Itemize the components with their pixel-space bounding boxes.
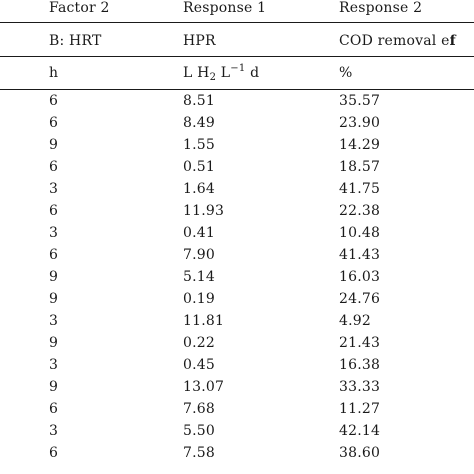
cell-cod: 35.57 (339, 93, 381, 109)
cell-hpr: 8.49 (183, 115, 215, 131)
cell-cod: 18.57 (339, 159, 381, 175)
table-row: 9 13.07 33.33 (0, 376, 474, 398)
cell-hrt: 6 (49, 93, 59, 109)
table-row: 6 11.93 22.38 (0, 200, 474, 222)
cell-cod: 41.75 (339, 181, 381, 197)
table-row: 6 7.68 11.27 (0, 398, 474, 420)
cell-hpr: 13.07 (183, 379, 225, 395)
cell-hpr: 1.64 (183, 181, 215, 197)
header-rule-middle (0, 56, 474, 57)
header-rule-top (0, 22, 474, 23)
cell-hrt: 6 (49, 445, 59, 461)
table-row: 6 8.49 23.90 (0, 112, 474, 134)
cell-hpr: 7.58 (183, 445, 215, 461)
cell-hrt: 9 (49, 379, 59, 395)
cell-hpr: 5.14 (183, 269, 215, 285)
cell-hpr: 0.22 (183, 335, 215, 351)
cell-cod: 41.43 (339, 247, 381, 263)
subheader-hrt: B: HRT (49, 33, 102, 49)
cell-hrt: 6 (49, 401, 59, 417)
cell-hrt: 9 (49, 291, 59, 307)
unit-hours: h (49, 65, 59, 81)
cell-hpr: 11.81 (183, 313, 225, 329)
unit-percent: % (339, 65, 353, 81)
table-subheader-row: B: HRT HPR COD removal ef (0, 30, 474, 52)
subheader-hpr: HPR (183, 33, 216, 49)
cell-hrt: 6 (49, 159, 59, 175)
cell-cod: 33.33 (339, 379, 381, 395)
table-units-row: h L H2 L−1 d % (0, 62, 474, 84)
subheader-cod: COD removal ef (339, 30, 456, 52)
cell-hpr: 0.45 (183, 357, 215, 373)
cell-hrt: 3 (49, 423, 59, 439)
cell-cod: 42.14 (339, 423, 381, 439)
cell-hpr: 5.50 (183, 423, 215, 439)
cell-hpr: 7.68 (183, 401, 215, 417)
table-row: 9 5.14 16.03 (0, 266, 474, 288)
unit-hpr: L H2 L−1 d (183, 62, 259, 84)
cell-hrt: 9 (49, 269, 59, 285)
cell-cod: 16.38 (339, 357, 381, 373)
table-row: 9 0.22 21.43 (0, 332, 474, 354)
cell-hrt: 6 (49, 203, 59, 219)
unit-hpr-sub: 2 (209, 72, 217, 83)
table-row: 3 5.50 42.14 (0, 420, 474, 442)
table-row: 3 0.45 16.38 (0, 354, 474, 376)
cell-cod: 21.43 (339, 335, 381, 351)
cell-hpr: 0.19 (183, 291, 215, 307)
cell-hrt: 3 (49, 225, 59, 241)
cell-cod: 16.03 (339, 269, 381, 285)
cell-cod: 38.60 (339, 445, 381, 461)
cell-cod: 23.90 (339, 115, 381, 131)
cell-hrt: 6 (49, 247, 59, 263)
header-response-2: Response 2 (339, 0, 423, 16)
cell-hpr: 7.90 (183, 247, 215, 263)
cell-hpr: 1.55 (183, 137, 215, 153)
cell-hpr: 8.51 (183, 93, 215, 109)
subheader-cod-trunc: f (449, 33, 456, 49)
cell-hrt: 3 (49, 181, 59, 197)
cell-hrt: 9 (49, 137, 59, 153)
table-row: 3 0.41 10.48 (0, 222, 474, 244)
cell-hpr: 11.93 (183, 203, 225, 219)
table-row: 6 7.58 38.60 (0, 442, 474, 464)
unit-hpr-mid: L (216, 65, 231, 81)
header-factor-2: Factor 2 (49, 0, 110, 16)
table-row: 6 7.90 41.43 (0, 244, 474, 266)
table-row: 3 11.81 4.92 (0, 310, 474, 332)
cell-hrt: 3 (49, 313, 59, 329)
header-response-1: Response 1 (183, 0, 267, 16)
cell-hpr: 0.51 (183, 159, 215, 175)
unit-hpr-L: L H (183, 65, 210, 81)
table-row: 9 1.55 14.29 (0, 134, 474, 156)
cell-hrt: 3 (49, 357, 59, 373)
cell-hrt: 6 (49, 115, 59, 131)
header-rule-bottom (0, 89, 474, 90)
cell-cod: 10.48 (339, 225, 381, 241)
table-row: 9 0.19 24.76 (0, 288, 474, 310)
cell-cod: 24.76 (339, 291, 381, 307)
subheader-cod-main: COD removal e (339, 33, 450, 49)
cell-cod: 14.29 (339, 137, 381, 153)
cell-cod: 22.38 (339, 203, 381, 219)
cell-hrt: 9 (49, 335, 59, 351)
table-row: 6 0.51 18.57 (0, 156, 474, 178)
cell-cod: 11.27 (339, 401, 381, 417)
cell-hpr: 0.41 (183, 225, 215, 241)
unit-hpr-d: d (245, 65, 260, 81)
unit-hpr-sup: −1 (230, 63, 246, 74)
table-row: 3 1.64 41.75 (0, 178, 474, 200)
cell-cod: 4.92 (339, 313, 371, 329)
table-row: 6 8.51 35.57 (0, 90, 474, 112)
table-header-row: Factor 2 Response 1 Response 2 (0, 0, 474, 19)
